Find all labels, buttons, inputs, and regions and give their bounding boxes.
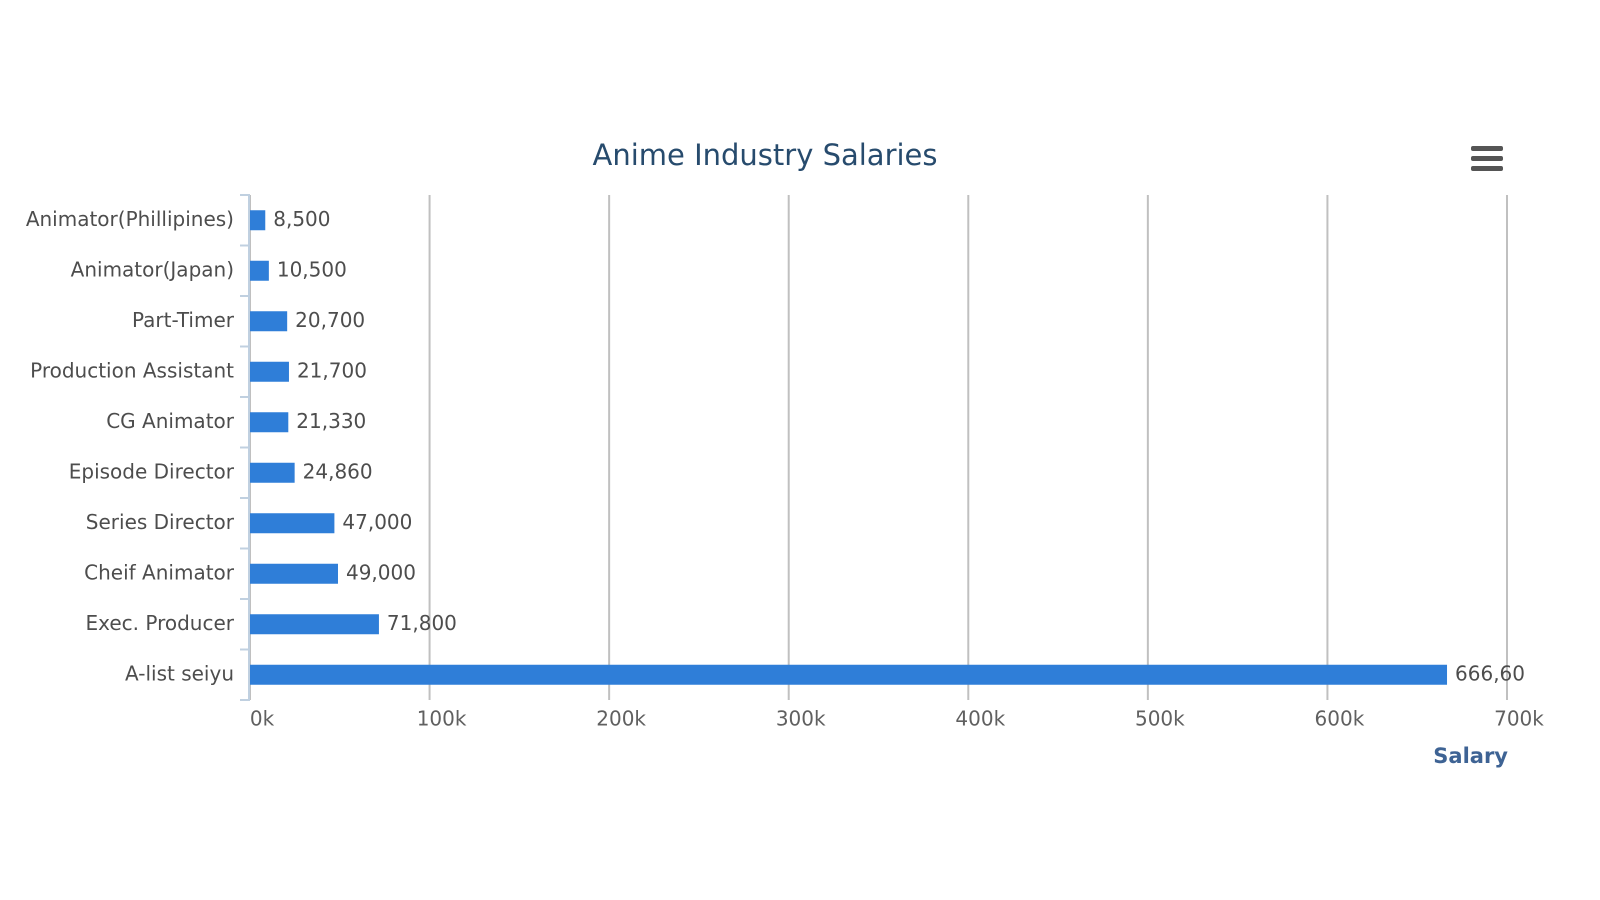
bar bbox=[250, 664, 1448, 685]
y-tick-label: Animator(Japan) bbox=[71, 257, 234, 281]
menu-bar bbox=[1471, 146, 1503, 151]
x-axis-title: Salary bbox=[1433, 744, 1508, 768]
data-label: 49,000 bbox=[346, 560, 416, 584]
x-tick-label: 300k bbox=[776, 707, 826, 731]
bar bbox=[250, 462, 295, 483]
bar bbox=[250, 513, 335, 534]
x-tick-label: 600k bbox=[1315, 707, 1365, 731]
bar bbox=[250, 614, 379, 635]
menu-bar bbox=[1471, 156, 1503, 161]
data-label: 666,60 bbox=[1455, 661, 1525, 685]
bar bbox=[250, 563, 338, 584]
menu-button[interactable] bbox=[1471, 146, 1503, 171]
data-label: 71,800 bbox=[387, 611, 457, 635]
y-tick-label: A-list seiyu bbox=[125, 661, 234, 685]
data-label: 47,000 bbox=[342, 510, 412, 534]
bar bbox=[250, 412, 289, 433]
y-tick-label: Exec. Producer bbox=[86, 611, 235, 635]
y-tick-label: Part-Timer bbox=[132, 308, 235, 332]
y-tick-label: Episode Director bbox=[69, 459, 235, 483]
data-label: 10,500 bbox=[277, 257, 347, 281]
bar bbox=[250, 311, 288, 332]
y-tick-label: Animator(Phillipines) bbox=[26, 207, 234, 231]
x-tick-label: 100k bbox=[417, 707, 467, 731]
data-label: 21,330 bbox=[296, 409, 366, 433]
bar bbox=[250, 210, 266, 231]
data-label: 21,700 bbox=[297, 358, 367, 382]
x-tick-label: 500k bbox=[1135, 707, 1185, 731]
data-label: 20,700 bbox=[295, 308, 365, 332]
menu-bar bbox=[1471, 166, 1503, 171]
bar bbox=[250, 260, 269, 281]
y-tick-label: Production Assistant bbox=[30, 358, 234, 382]
x-tick-label: 200k bbox=[596, 707, 646, 731]
y-tick-label: Cheif Animator bbox=[84, 560, 235, 584]
y-tick-label: CG Animator bbox=[106, 409, 235, 433]
bar bbox=[250, 361, 289, 382]
x-tick-label: 0k bbox=[250, 707, 275, 731]
data-label: 24,860 bbox=[303, 459, 373, 483]
x-tick-label: 700k bbox=[1494, 707, 1544, 731]
data-label: 8,500 bbox=[273, 207, 330, 231]
x-tick-label: 400k bbox=[955, 707, 1005, 731]
chart-title: Anime Industry Salaries bbox=[592, 138, 937, 172]
y-tick-label: Series Director bbox=[86, 510, 235, 534]
